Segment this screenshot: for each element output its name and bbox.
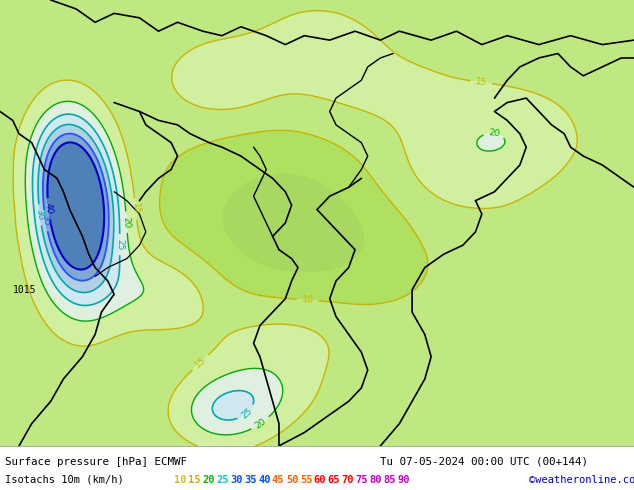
Text: 35: 35	[244, 475, 257, 485]
Text: 60: 60	[314, 475, 327, 485]
Text: 25: 25	[115, 239, 124, 250]
Text: Isotachs 10m (km/h): Isotachs 10m (km/h)	[5, 475, 124, 485]
Text: 40: 40	[43, 203, 54, 215]
Text: 20: 20	[254, 416, 268, 430]
Text: 20: 20	[122, 216, 131, 228]
Text: 15: 15	[131, 202, 141, 215]
Text: 15: 15	[188, 475, 201, 485]
Text: 25: 25	[240, 406, 254, 420]
Text: 20: 20	[488, 128, 500, 139]
Text: 35: 35	[41, 214, 51, 227]
Text: 25: 25	[216, 475, 229, 485]
Text: 80: 80	[370, 475, 382, 485]
Text: 1015: 1015	[13, 285, 36, 295]
Text: 10: 10	[301, 295, 314, 305]
Text: Tu 07-05-2024 00:00 UTC (00+144): Tu 07-05-2024 00:00 UTC (00+144)	[380, 457, 588, 467]
Text: 10: 10	[174, 475, 187, 485]
Text: 50: 50	[286, 475, 299, 485]
Text: 20: 20	[202, 475, 215, 485]
Text: 40: 40	[258, 475, 271, 485]
Text: 30: 30	[35, 209, 45, 221]
Text: 15: 15	[193, 355, 208, 369]
Text: ©weatheronline.co.uk: ©weatheronline.co.uk	[529, 475, 634, 485]
Text: 85: 85	[384, 475, 396, 485]
Text: 30: 30	[230, 475, 243, 485]
Text: Surface pressure [hPa] ECMWF: Surface pressure [hPa] ECMWF	[5, 457, 187, 467]
Text: 45: 45	[272, 475, 285, 485]
Text: 55: 55	[300, 475, 313, 485]
Text: 75: 75	[356, 475, 368, 485]
Text: 15: 15	[475, 77, 488, 87]
Text: 90: 90	[398, 475, 410, 485]
Text: 65: 65	[328, 475, 340, 485]
Text: 70: 70	[342, 475, 354, 485]
